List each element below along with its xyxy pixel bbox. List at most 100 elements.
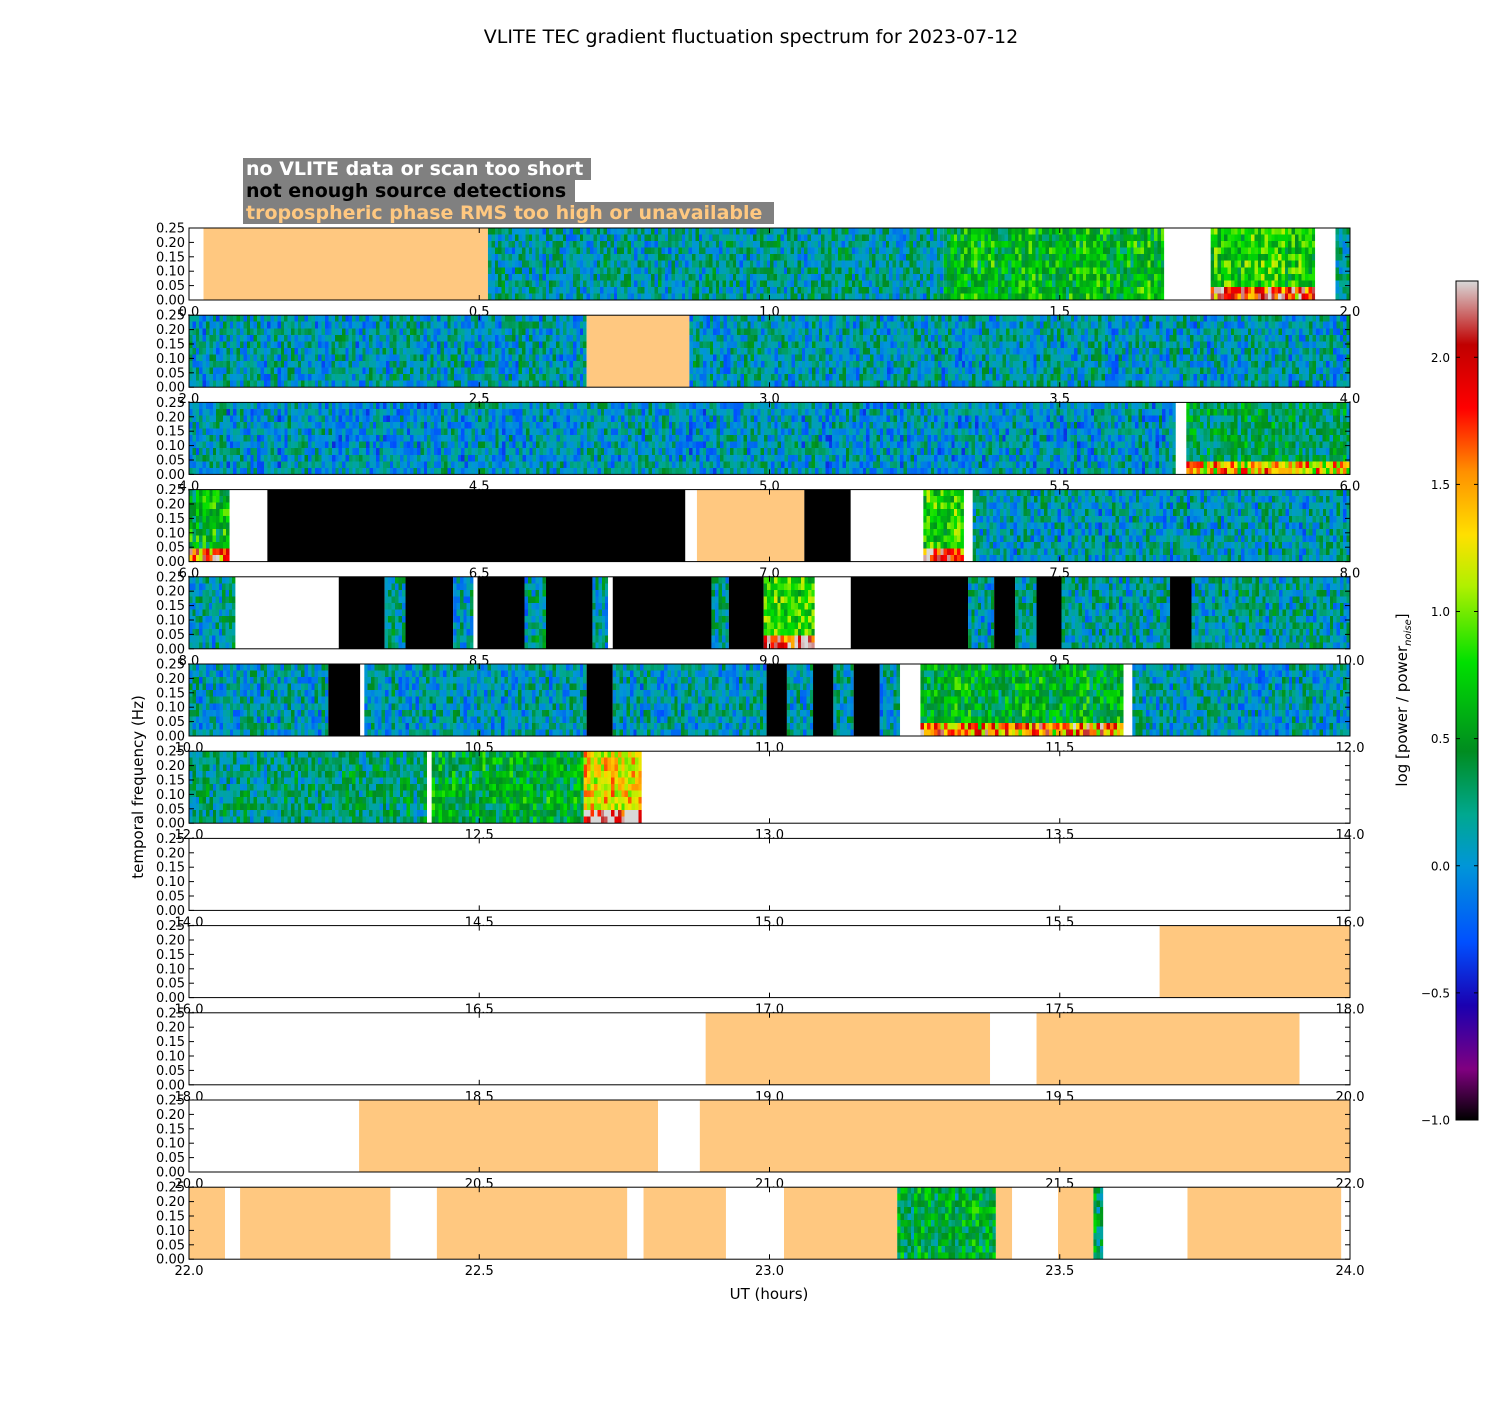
low-detection-segment [766,664,787,736]
legend-entry: no VLITE data or scan too short [246,158,583,180]
y-tick-label: 0.05 [156,1064,185,1079]
colorbar-tick-label: 0.0 [1431,859,1450,873]
y-tick-label: 0.15 [156,599,185,614]
spectrum-cells [487,228,944,300]
no-data-segment [658,1100,700,1172]
y-tick-label: 0.20 [156,1195,185,1210]
colorbar: 2.0 1.5 1.0 0.5 0.0 −0.5 −1.0 log [power / powe… [1393,280,1479,1128]
spectrum-segment [1132,664,1350,736]
y-tick-label: 0.20 [156,323,185,338]
no-data-segment [725,1187,785,1260]
y-tick-label: 0.20 [156,846,185,861]
no-data-segment [427,751,432,824]
spectrum-segment [972,489,1350,562]
no-data-segment [814,576,851,649]
low-detection-segment [546,576,593,649]
y-tick-label: 0.05 [156,1238,185,1253]
spectrum-segment [524,576,547,649]
spectrum-cells [524,576,547,649]
low-detection-segment [1170,576,1192,649]
no-data-segment [1299,1012,1350,1085]
spectrum-cells [968,576,995,649]
y-tick-label: 0.10 [156,614,185,629]
y-tick-label: 0.05 [156,628,185,643]
no-data-segment [189,228,204,300]
spectrum-cells [1210,228,1316,300]
y-tick-label: 0.00 [156,1078,185,1093]
low-detection-segment [338,576,385,649]
x-tick-label: 23.5 [1045,1264,1074,1279]
spectrum-cells [453,576,474,649]
tropo-flag-segment [1036,1012,1300,1085]
y-tick-label: 0.05 [156,366,185,381]
spectrum-cells [384,576,406,649]
spectrum-cells [189,315,587,388]
legend-entry: tropospheric phase RMS too high or unava… [246,202,762,224]
panel-1: 0.000.050.100.150.200.250.0 0.5 1.0 1.5 2.0 [156,222,1360,321]
no-data-segment [1103,1187,1188,1260]
tropo-flag-segment [586,315,690,388]
spectrum-cells [189,664,329,736]
spectrum-cells [431,751,584,824]
spectrum-cells [763,576,815,649]
y-tick-label: 0.25 [156,1181,185,1196]
spectrum-cells [1335,228,1350,300]
spectrum-cells [189,751,428,824]
spectrum-cells [923,489,964,562]
no-data-segment [1123,664,1133,736]
tropo-flag-segment [1159,925,1350,998]
spectrum-cells [189,576,236,649]
panel-4: 0.000.050.100.150.200.256.0 6.5 7.0 7.5 8.0 [156,483,1360,581]
y-tick-label: 0.05 [156,541,185,556]
no-data-segment [224,1187,241,1260]
y-tick-label: 0.05 [156,715,185,730]
tropo-flag-segment [995,1187,1013,1260]
y-tick-label: 0.00 [156,468,185,483]
no-data-segment [360,664,365,736]
y-tick-label: 0.10 [156,526,185,541]
spectrum-segment [1061,576,1171,649]
spectrum-segment [1335,228,1350,300]
no-data-segment [627,1187,644,1260]
spectrum-segment [879,664,901,736]
tropo-flag-segment [643,1187,726,1260]
colorbar-tick-label: −0.5 [1421,986,1450,1000]
no-data-segment [641,751,1350,824]
y-tick-label: 0.00 [156,555,185,570]
y-tick-label: 0.20 [156,410,185,425]
y-tick-label: 0.10 [156,1224,185,1239]
low-detection-segment [328,664,361,736]
y-tick-label: 0.10 [156,788,185,803]
y-tick-label: 0.00 [156,381,185,396]
y-tick-label: 0.00 [156,817,185,832]
spectrum-segment [1093,1187,1104,1260]
x-tick-label: 22.0 [175,1264,204,1279]
spectrum-segment [763,576,815,649]
spectrum-cells [364,664,587,736]
y-tick-label: 0.10 [156,352,185,367]
spectrum-segment [833,664,854,736]
spectrum-segment [920,664,1124,736]
panel-5: 0.000.050.100.150.200.258.0 8.5 9.0 9.5 10.0 [156,570,1364,669]
spectrum-cells [189,402,1176,475]
spectrum-segment [189,315,587,388]
spectrum-cells [189,489,230,562]
low-detection-segment [405,576,454,649]
spectrum-segment [189,489,230,562]
spectrum-cells [920,664,1124,736]
tropo-flag-segment [359,1100,659,1172]
no-data-segment [1341,1187,1350,1260]
y-tick-label: 0.25 [156,309,185,324]
spectrum-segment [897,1187,996,1260]
spectrum-segment [189,664,329,736]
colorbar-tick-label: −1.0 [1421,1114,1450,1128]
y-tick-label: 0.10 [156,875,185,890]
no-data-segment [990,1012,1037,1085]
y-tick-label: 0.15 [156,1122,185,1137]
spectrum-segment [689,315,1350,388]
y-tick-label: 0.05 [156,890,185,905]
no-data-segment [608,576,613,649]
